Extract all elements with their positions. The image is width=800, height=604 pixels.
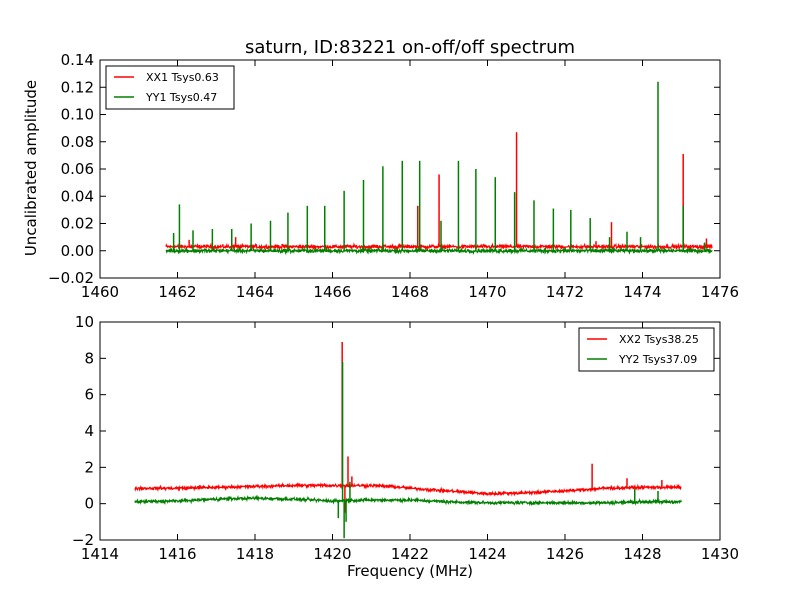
- x-tick-label: 1470: [468, 283, 506, 301]
- x-tick-label: 1426: [546, 545, 584, 563]
- y-tick-label: 0.00: [61, 242, 94, 260]
- x-tick-label: 1422: [391, 545, 429, 563]
- chart-title: saturn, ID:83221 on-off/off spectrum: [245, 37, 575, 58]
- plot-area: [165, 81, 713, 256]
- series-line-yy1: [165, 246, 713, 256]
- legend: XX2 Tsys38.25 YY2 Tsys37.09: [578, 327, 715, 372]
- series-line-yy2: [134, 494, 682, 507]
- legend-entry: YY2 Tsys37.09: [618, 353, 697, 366]
- x-tick-label: 1420: [313, 545, 351, 563]
- x-tick-label: 1464: [236, 283, 274, 301]
- x-tick-label: 1468: [391, 283, 429, 301]
- x-tick-label: 1416: [158, 545, 196, 563]
- y-tick-label: 0.14: [61, 51, 94, 69]
- y-tick-label: 0.12: [61, 78, 94, 96]
- y-tick-label: 4: [84, 422, 94, 440]
- x-tick-label: 1418: [236, 545, 274, 563]
- x-tick-label: 1414: [81, 545, 119, 563]
- x-tick-label: 1430: [701, 545, 739, 563]
- legend-entry: XX2 Tsys38.25: [619, 333, 699, 346]
- y-tick-label: 0.08: [61, 133, 94, 151]
- x-tick-label: 1424: [468, 545, 506, 563]
- x-tick-label: 1476: [701, 283, 739, 301]
- x-tick-label: 1460: [81, 283, 119, 301]
- x-tick-label: 1462: [158, 283, 196, 301]
- y-tick-label: 0: [84, 495, 94, 513]
- plot-area: [134, 341, 682, 539]
- x-tick-label: 1428: [623, 545, 661, 563]
- y-tick-label: −0.02: [48, 269, 94, 287]
- y-tick-label: 2: [84, 458, 94, 476]
- x-tick-label: 1466: [313, 283, 351, 301]
- legend-entry: YY1 Tsys0.47: [145, 91, 217, 104]
- bottom-panel: 1414 1416 1418 1420 1422 1424 1426 1428 1430 −2 0 2…: [72, 313, 739, 563]
- x-tick-label: 1474: [623, 283, 661, 301]
- y-tick-label: 0.02: [61, 215, 94, 233]
- legend-entry: XX1 Tsys0.63: [146, 71, 219, 84]
- y-tick-label: −2: [72, 531, 94, 549]
- y-tick-label: 8: [84, 349, 94, 367]
- x-axis-label: Frequency (MHz): [347, 562, 473, 580]
- y-axis-label: Uncalibrated amplitude: [22, 80, 40, 256]
- top-panel: 1460 1462 1464 1466 1468 1470 1472 1474 1476 −0.0…: [48, 51, 739, 301]
- legend: XX1 Tsys0.63 YY1 Tsys0.47: [105, 65, 235, 110]
- legend-box: [105, 65, 235, 110]
- x-tick-label: 1472: [546, 283, 584, 301]
- y-tick-label: 0.06: [61, 160, 94, 178]
- y-tick-label: 6: [84, 386, 94, 404]
- y-tick-label: 0.04: [61, 187, 94, 205]
- series-line-xx2: [134, 482, 682, 497]
- legend-box: [578, 327, 715, 372]
- y-tick-label: 10: [75, 313, 94, 331]
- y-tick-label: 0.10: [61, 106, 94, 124]
